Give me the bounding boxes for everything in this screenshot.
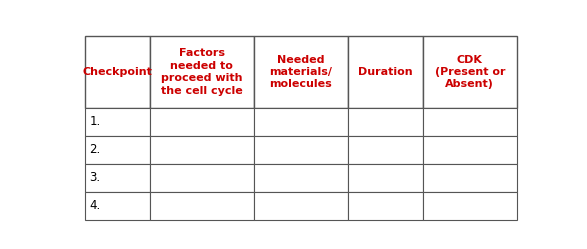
Text: 4.: 4. — [89, 199, 100, 212]
Bar — [150, 36, 254, 109]
Bar — [348, 109, 423, 136]
Bar — [85, 192, 150, 220]
Bar — [85, 136, 150, 164]
Text: 1.: 1. — [89, 116, 100, 128]
Text: Checkpoint: Checkpoint — [82, 67, 152, 77]
Text: Duration: Duration — [358, 67, 413, 77]
Bar — [150, 164, 254, 192]
Text: 2.: 2. — [89, 143, 100, 156]
Bar — [85, 36, 150, 109]
Bar — [254, 109, 348, 136]
Bar — [423, 192, 517, 220]
Bar — [423, 36, 517, 109]
Bar — [85, 164, 150, 192]
Bar — [348, 36, 423, 109]
Bar — [423, 136, 517, 164]
Bar — [85, 109, 150, 136]
Bar — [254, 164, 348, 192]
Bar — [150, 109, 254, 136]
Bar — [254, 36, 348, 109]
Bar — [348, 192, 423, 220]
Bar — [348, 164, 423, 192]
Bar — [423, 109, 517, 136]
Text: Needed
materials/
molecules: Needed materials/ molecules — [269, 55, 332, 89]
Bar — [348, 136, 423, 164]
Text: CDK
(Present or
Absent): CDK (Present or Absent) — [434, 55, 505, 89]
Bar — [150, 136, 254, 164]
Text: 3.: 3. — [89, 171, 100, 184]
Bar — [150, 192, 254, 220]
Bar — [254, 192, 348, 220]
Text: Factors
needed to
proceed with
the cell cycle: Factors needed to proceed with the cell … — [161, 49, 242, 96]
Bar — [254, 136, 348, 164]
Bar — [423, 164, 517, 192]
